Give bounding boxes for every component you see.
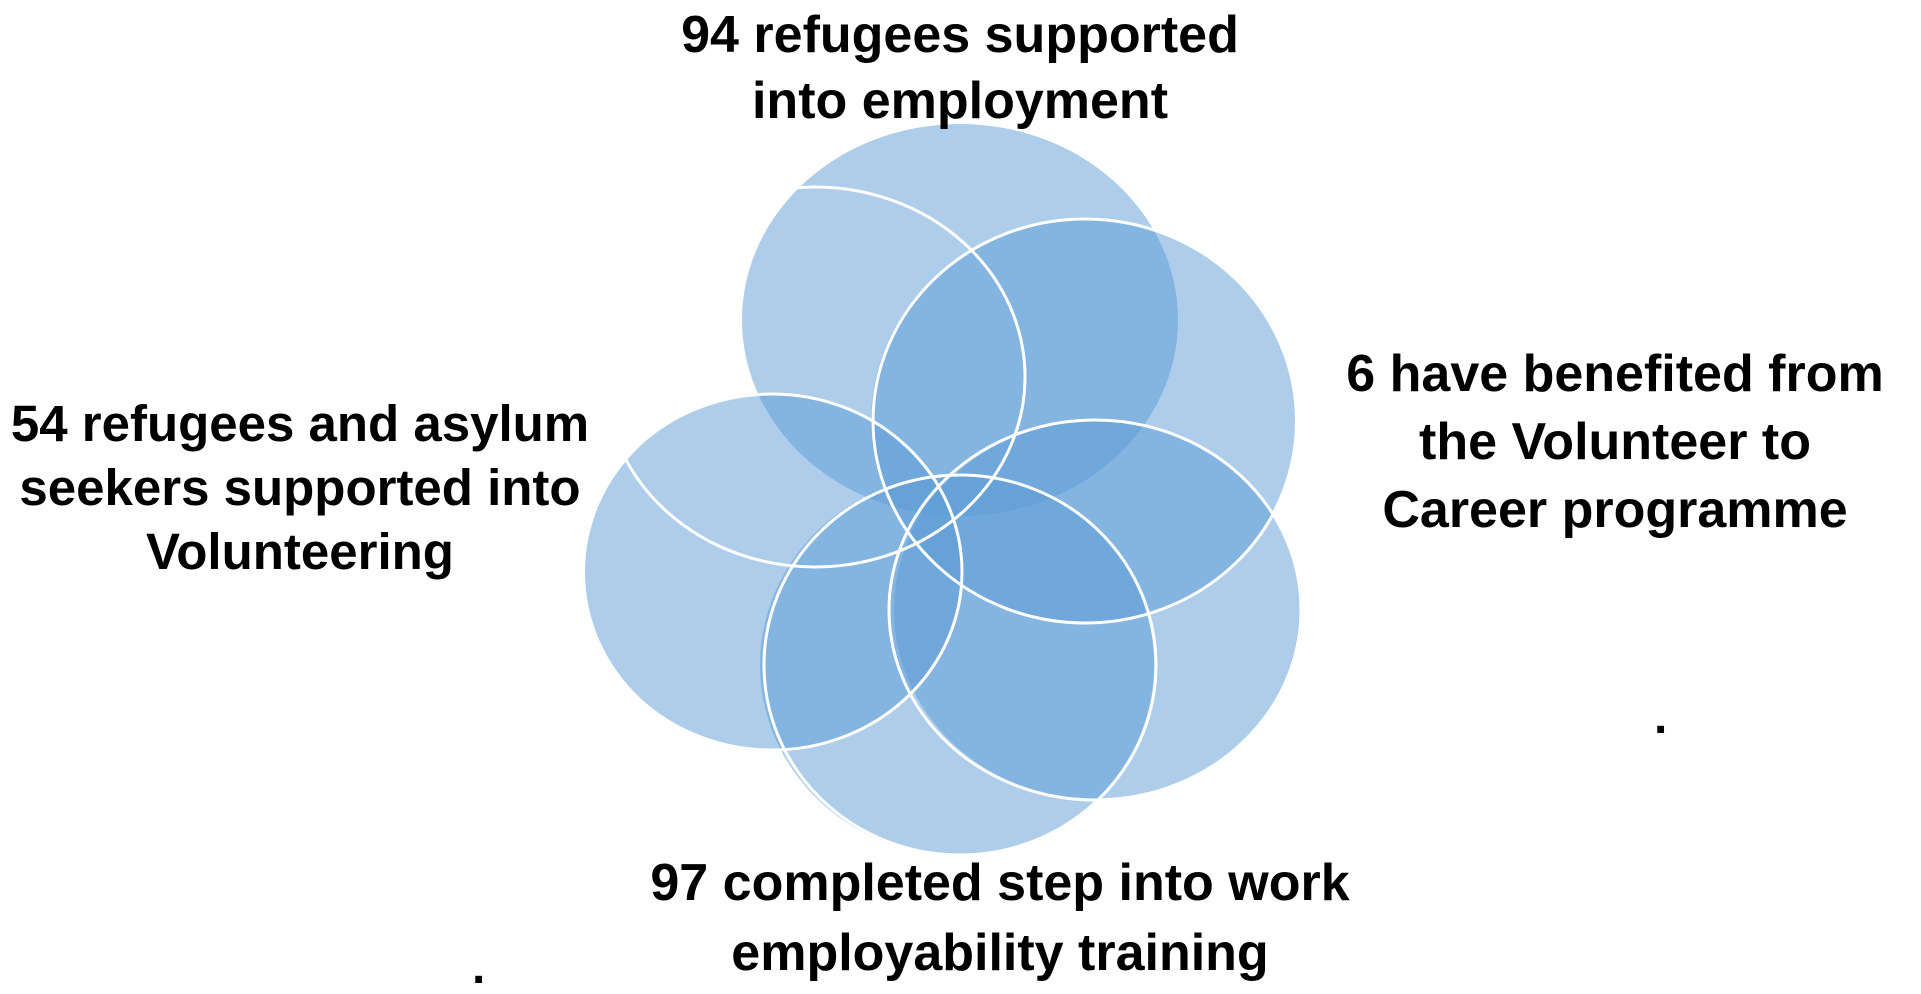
label-volunteer-to-career-line-3: Career programme (1382, 481, 1848, 539)
label-employment-line-2: into employment (751, 72, 1169, 130)
petal-outline-bottom (762, 473, 1158, 857)
label-employability-training-line-2: employability training (731, 924, 1269, 982)
label-volunteering: 54 refugees and asylum seekers supported… (0, 392, 600, 584)
label-employability-training-line-1: 97 completed step into work (650, 854, 1350, 912)
label-employment-line-1: 94 refugees supported (681, 6, 1239, 64)
label-volunteering-line-2: seekers supported into (19, 459, 581, 516)
petal-left (585, 394, 961, 750)
label-employability-training: 97 completed step into work employabilit… (560, 848, 1440, 988)
label-volunteer-to-career: 6 have benefited from the Volunteer to C… (1300, 340, 1921, 544)
label-volunteer-to-career-line-2: the Volunteer to (1419, 413, 1811, 471)
label-volunteer-to-career-line-1: 6 have benefited from (1346, 345, 1884, 403)
stray-dot-right: . (1654, 691, 1668, 744)
petal-outline-upper-left (603, 185, 1027, 569)
label-volunteering-line-3: Volunteering (146, 523, 454, 580)
label-employment: 94 refugees supported into employment (560, 2, 1360, 134)
petal-outline-left (580, 392, 964, 752)
label-volunteering-line-1: 54 refugees and asylum (10, 395, 590, 452)
petal-outline-bottom-right (887, 418, 1303, 802)
stray-dot-left: . (472, 941, 486, 994)
